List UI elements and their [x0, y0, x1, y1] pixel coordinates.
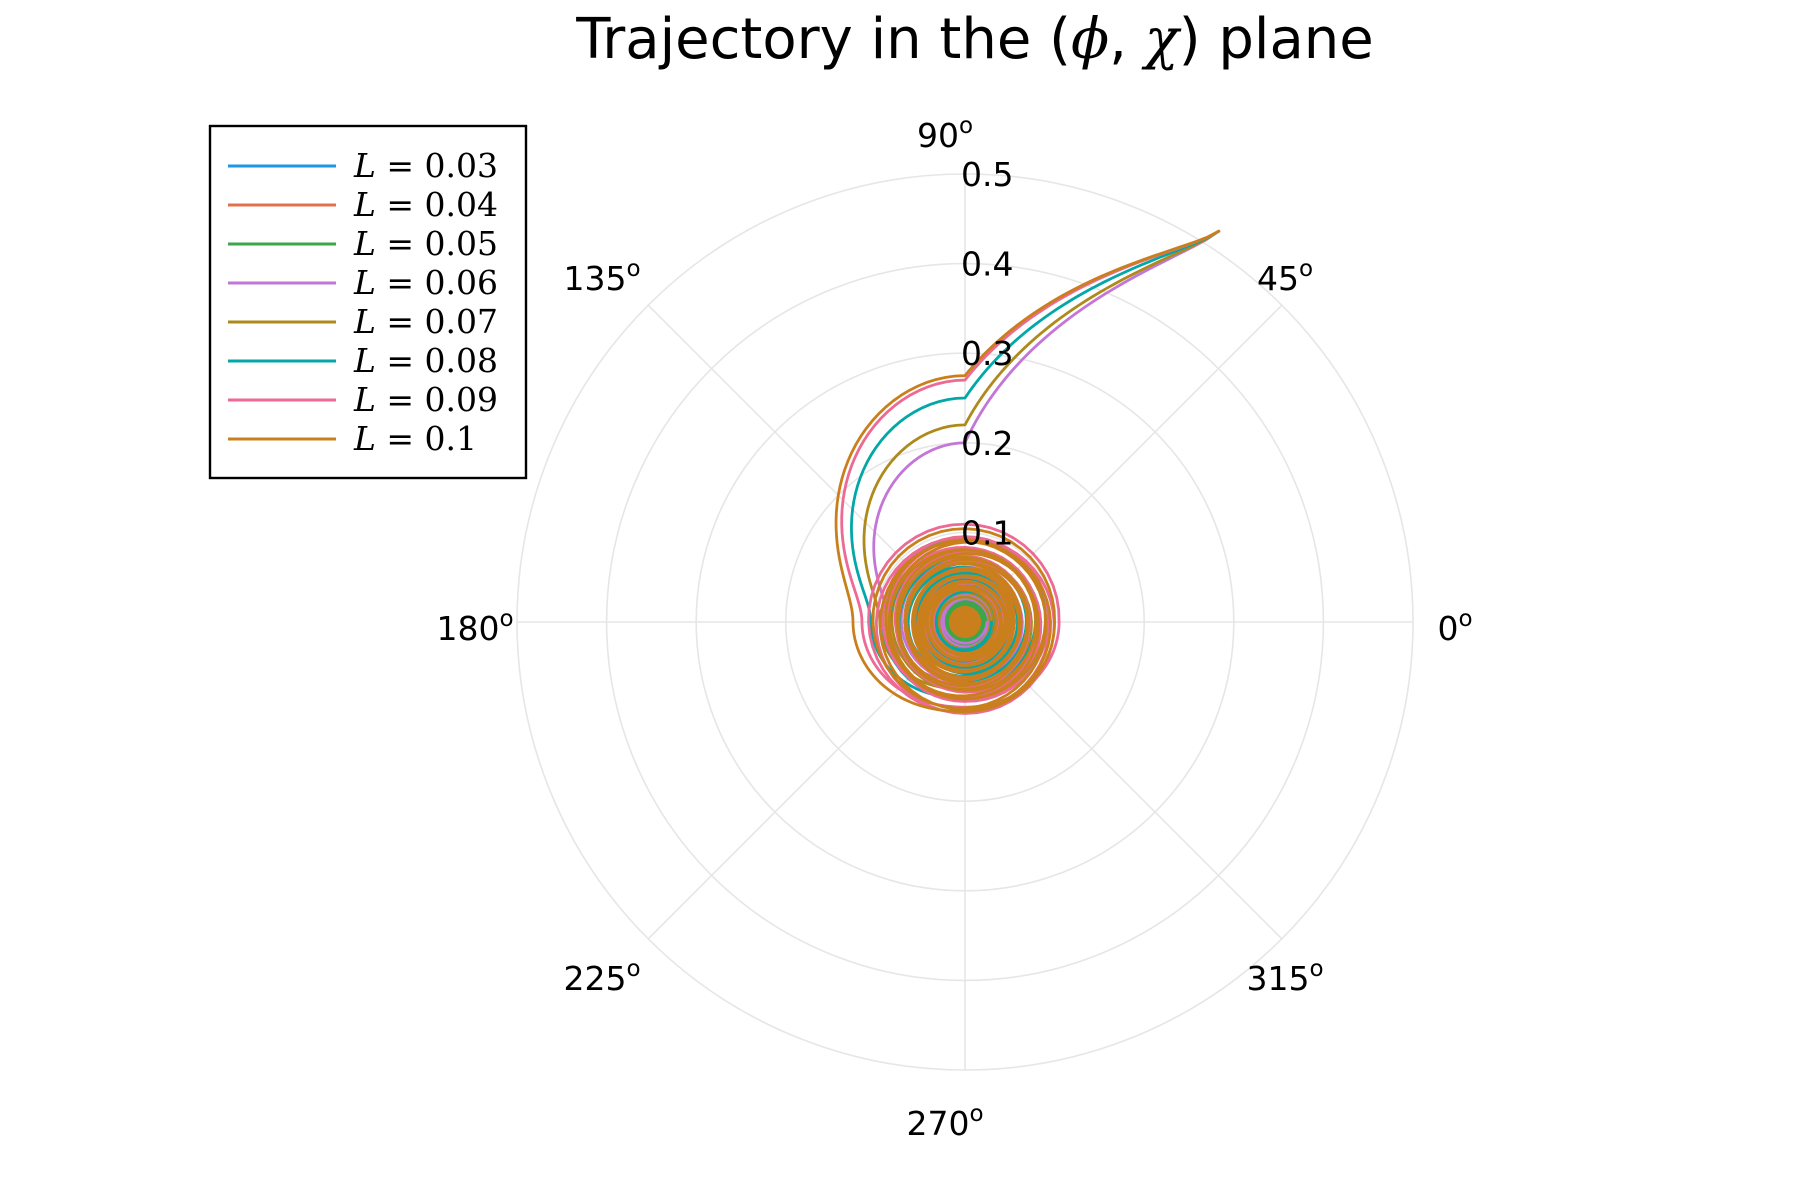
angular-tick-value: 135: [563, 259, 626, 298]
legend-label-symbol: L: [353, 341, 376, 380]
legend-label-symbol: L: [353, 224, 376, 263]
angular-tick-value: 225: [563, 959, 626, 998]
degree-mark: o: [1458, 606, 1472, 632]
chart-title-suffix: ) plane: [1179, 7, 1374, 72]
legend-label-value: = 0.07: [376, 302, 498, 341]
degree-mark: o: [499, 606, 513, 632]
chart-title-symbol-phi: ϕ: [1071, 7, 1109, 72]
angular-tick-label-270: 270o: [906, 1101, 983, 1143]
series-line-L-0-1: [834, 229, 1221, 713]
legend-label-symbol: L: [353, 419, 376, 458]
legend-label-symbol: L: [353, 263, 376, 302]
chart-title-prefix: Trajectory in the (: [575, 7, 1071, 72]
angular-tick-label-45: 45o: [1257, 256, 1313, 298]
legend-label-value: = 0.09: [376, 380, 498, 419]
degree-mark: o: [1309, 956, 1323, 982]
radial-tick-label: 0.1: [961, 513, 1013, 552]
angular-tick-label-315: 315o: [1246, 956, 1323, 998]
angular-tick-value: 270: [906, 1104, 969, 1143]
angular-tick-label-180: 180o: [436, 606, 513, 648]
angular-tick-label-0: 0o: [1437, 606, 1472, 648]
degree-mark: o: [969, 1101, 983, 1127]
legend-label: L = 0.06: [353, 263, 498, 302]
angular-tick-value: 90: [917, 116, 959, 155]
legend-label-value: = 0.05: [376, 224, 498, 263]
legend-label: L = 0.08: [353, 341, 498, 380]
legend-label: L = 0.03: [353, 146, 498, 185]
legend-label-value: = 0.08: [376, 341, 498, 380]
legend-label-symbol: L: [353, 302, 376, 341]
chart-title-symbol-chi: χ: [1141, 7, 1182, 72]
legend-label-value: = 0.03: [376, 146, 498, 185]
legend-label: L = 0.09: [353, 380, 498, 419]
legend-label-symbol: L: [353, 146, 376, 185]
tick-labels: 0.10.20.30.40.50o45o90o135o180o225o270o3…: [436, 113, 1472, 1143]
legend-label-value: = 0.04: [376, 185, 498, 224]
degree-mark: o: [959, 113, 973, 139]
radial-tick-label: 0.3: [961, 334, 1013, 373]
legend-label: L = 0.07: [353, 302, 498, 341]
legend-label-value: = 0.1: [376, 419, 477, 458]
angular-tick-label-135: 135o: [563, 256, 640, 298]
legend: L = 0.03L = 0.04L = 0.05L = 0.06L = 0.07…: [208, 124, 528, 480]
angular-tick-label-90: 90o: [917, 113, 973, 155]
legend-label-value: = 0.06: [376, 263, 498, 302]
angular-tick-value: 45: [1257, 259, 1299, 298]
angular-tick-value: 0: [1437, 609, 1458, 648]
degree-mark: o: [626, 256, 640, 282]
series-layer: [834, 229, 1221, 715]
degree-mark: o: [626, 956, 640, 982]
legend-label-symbol: L: [353, 185, 376, 224]
angular-tick-value: 315: [1246, 959, 1309, 998]
radial-tick-label: 0.2: [961, 424, 1013, 463]
angular-tick-value: 180: [436, 609, 499, 648]
legend-label-symbol: L: [353, 380, 376, 419]
legend-box: [208, 124, 528, 480]
spiral-core: [948, 605, 982, 639]
legend-label: L = 0.1: [353, 419, 477, 458]
radial-tick-label: 0.5: [961, 155, 1013, 194]
legend-label: L = 0.05: [353, 224, 498, 263]
legend-label: L = 0.04: [353, 185, 498, 224]
angular-tick-label-225: 225o: [563, 956, 640, 998]
radial-tick-label: 0.4: [961, 245, 1013, 284]
chart-title-separator: ,: [1109, 7, 1145, 72]
degree-mark: o: [1299, 256, 1313, 282]
chart-title: Trajectory in the (ϕ, χ) plane: [575, 7, 1373, 72]
